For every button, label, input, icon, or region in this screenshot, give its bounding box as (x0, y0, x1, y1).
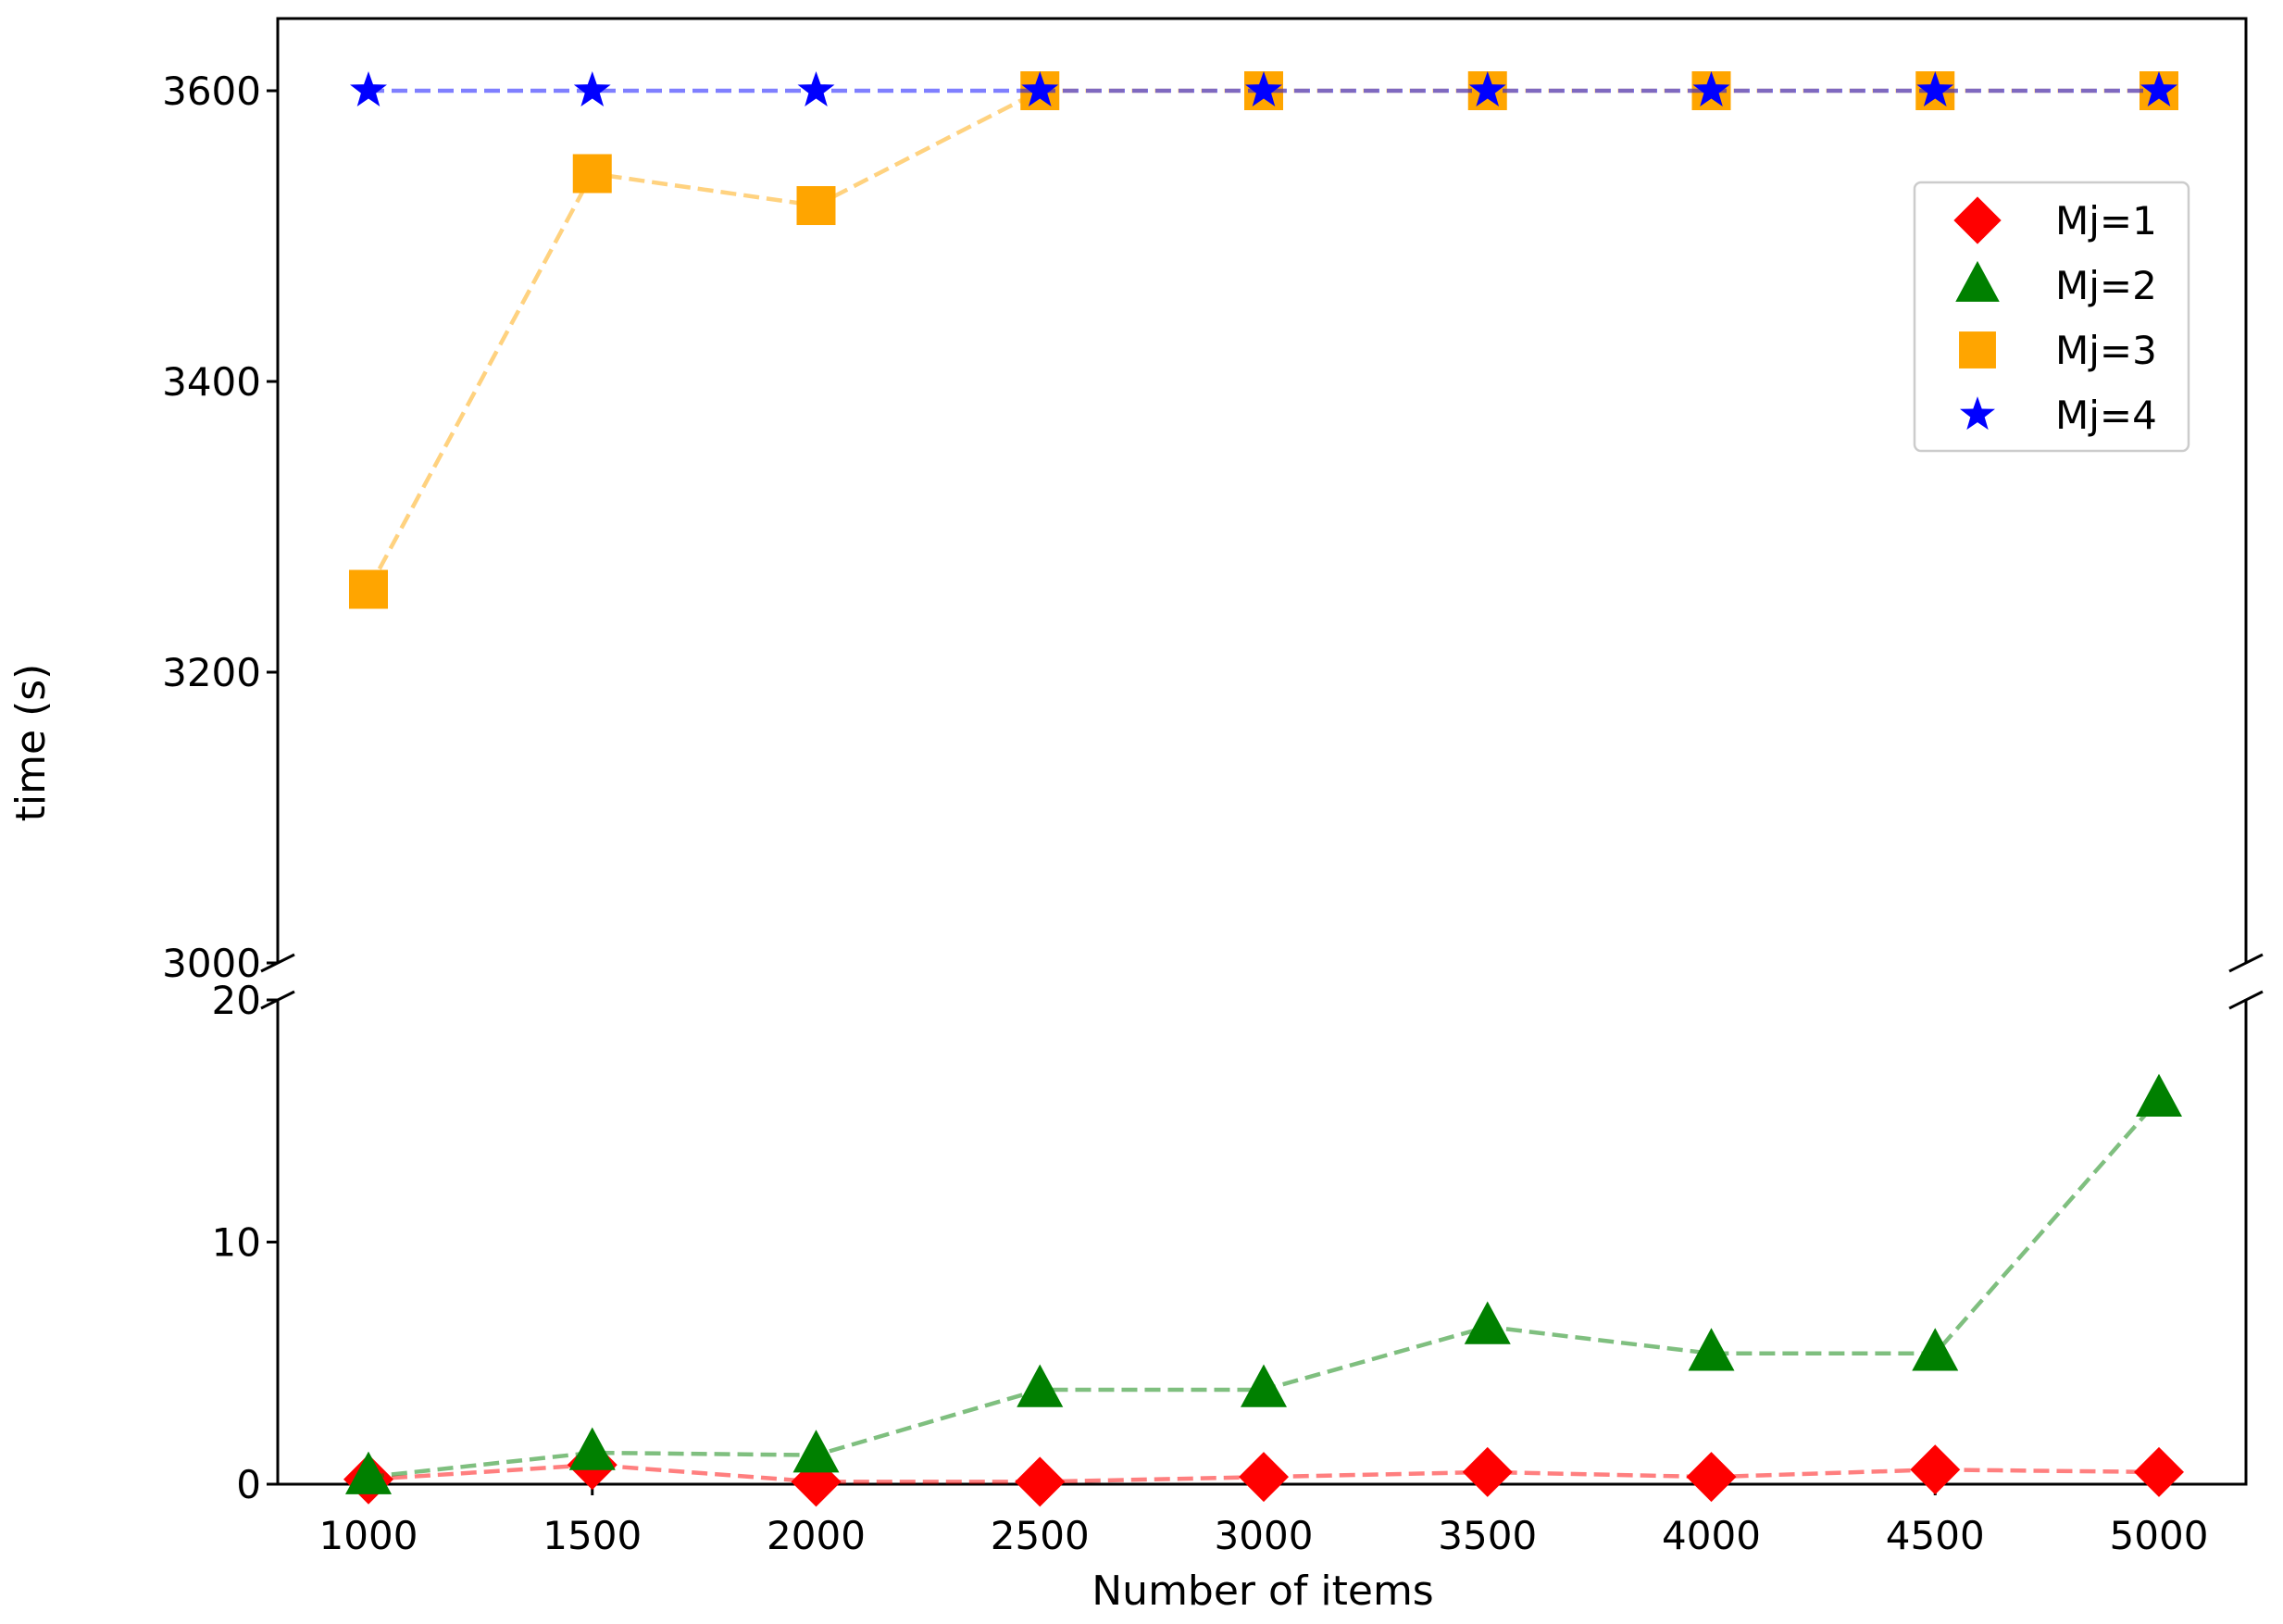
data-point (573, 71, 611, 106)
series-1 (343, 1440, 2184, 1507)
y-tick-label: 0 (236, 1462, 261, 1507)
data-point (1017, 1364, 1064, 1407)
data-point (1910, 1444, 1961, 1495)
y-tick-label: 3600 (162, 69, 261, 114)
series-line (367, 88, 2159, 591)
data-point (1468, 71, 1506, 106)
legend-label: Mj=2 (2055, 263, 2157, 308)
data-point (1021, 71, 1059, 106)
break-mark-upper-right (2228, 953, 2264, 973)
x-tick-label: 5000 (2110, 1513, 2209, 1558)
y-axis-ticks: 3000 3200 3400 3600 0 10 20 (162, 69, 278, 1507)
y-tick-label: 3200 (162, 650, 261, 695)
legend-label: Mj=3 (2055, 328, 2157, 373)
x-tick-label: 1500 (543, 1513, 642, 1558)
upper-panel (276, 17, 2248, 963)
data-point (572, 154, 612, 194)
data-point (568, 1427, 616, 1470)
legend-entry: Mj=2 (1955, 260, 2157, 308)
legend-marker (1959, 331, 1996, 369)
data-point (1239, 1452, 1289, 1503)
x-tick-label: 4000 (1662, 1513, 1761, 1558)
legend-marker (1953, 196, 2002, 244)
break-mark-lower-right (2228, 990, 2264, 1010)
data-point (1688, 1328, 1735, 1371)
data-point (1015, 1456, 1066, 1507)
x-axis-label: Number of items (1092, 1568, 1433, 1615)
series-line (368, 1097, 2161, 1480)
x-tick-label: 4500 (1886, 1513, 1985, 1558)
series-3 (349, 71, 2178, 609)
data-point (2140, 71, 2177, 106)
legend-marker (1960, 396, 1995, 431)
data-point (1912, 1328, 1959, 1371)
legend: Mj=1 Mj=2 Mj=3 Mj=4 (1913, 181, 2190, 453)
series-line (368, 1462, 2160, 1484)
legend-label: Mj=4 (2055, 393, 2157, 438)
data-point (1464, 1301, 1511, 1344)
data-point (349, 569, 388, 609)
legend-label: Mj=1 (2055, 198, 2157, 244)
data-point (2136, 1073, 2182, 1117)
data-point (350, 71, 387, 106)
legend-box (1913, 181, 2190, 453)
y-tick-label: 3400 (162, 359, 261, 405)
legend-entry: Mj=4 (1960, 393, 2157, 438)
lower-panel (276, 1000, 2248, 1486)
y-tick-label: 3000 (162, 941, 261, 986)
series-4 (350, 71, 2177, 106)
data-point (1692, 71, 1730, 106)
data-point (1686, 1452, 1737, 1503)
legend-entry: Mj=1 (1953, 196, 2157, 244)
x-tick-label: 2000 (767, 1513, 866, 1558)
series-layer (343, 71, 2184, 1507)
y-tick-label: 20 (212, 978, 261, 1023)
data-point (792, 1430, 840, 1473)
data-point (1241, 1364, 1287, 1407)
axis-break-marks (260, 953, 2264, 1010)
data-point (1462, 1446, 1513, 1497)
x-tick-label: 1000 (319, 1513, 418, 1558)
data-point (1245, 71, 1282, 106)
upper-panel-frame (276, 17, 2248, 963)
data-point (345, 1451, 392, 1494)
series-2 (345, 1073, 2182, 1494)
y-axis-label: time (s) (7, 664, 55, 822)
legend-marker (1955, 260, 2000, 302)
data-point (796, 186, 836, 226)
legend-entry: Mj=3 (1959, 328, 2157, 373)
data-point (1916, 71, 1954, 106)
x-tick-label: 3000 (1215, 1513, 1314, 1558)
x-axis-ticks: 1000 1500 2000 2500 3000 3500 4000 4500 5000 (319, 1484, 2209, 1558)
data-point (797, 71, 835, 106)
x-tick-label: 3500 (1438, 1513, 1537, 1558)
data-point (2134, 1446, 2184, 1497)
lower-panel-frame (276, 1000, 2248, 1486)
y-tick-label: 10 (212, 1220, 261, 1266)
x-tick-label: 2500 (991, 1513, 1090, 1558)
